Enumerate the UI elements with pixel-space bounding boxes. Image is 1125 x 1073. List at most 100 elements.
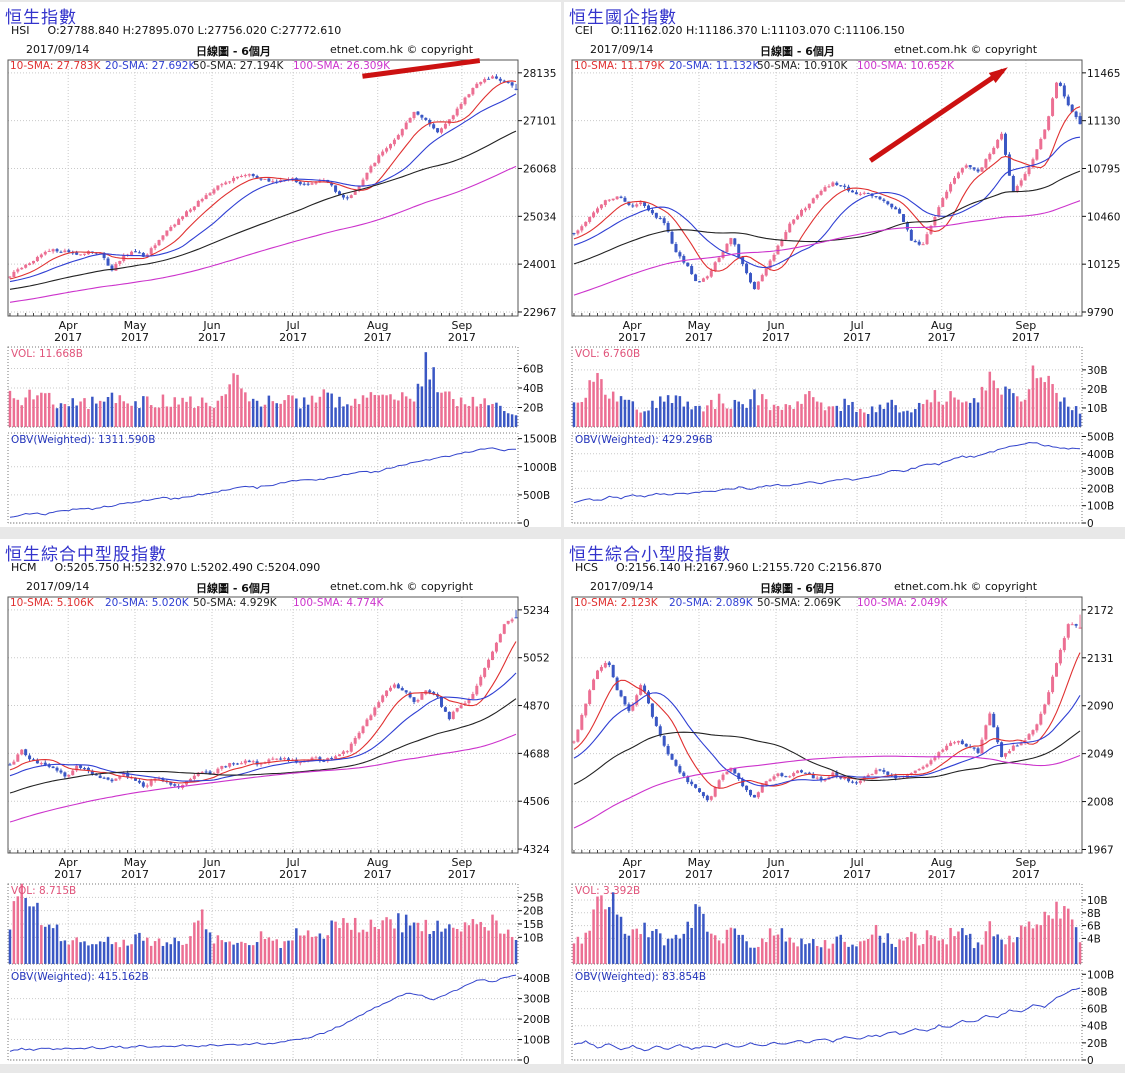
candle-body: [51, 249, 55, 252]
candle-body: [353, 737, 357, 744]
volume-bar: [784, 941, 788, 964]
volume-bar: [953, 936, 956, 964]
candle-body: [487, 659, 491, 668]
candle-body: [698, 281, 701, 283]
candle-body: [929, 760, 933, 765]
candle-body: [236, 176, 239, 179]
x-axis-month-labels: Apr2017May2017Jun2017Jul2017Aug2017Sep20…: [54, 319, 476, 344]
candle-body: [709, 270, 713, 277]
year-tick-label: 2017: [762, 868, 790, 881]
volume-bar: [839, 410, 842, 427]
candle-body: [55, 249, 59, 252]
volume-bar: [287, 395, 290, 427]
obv-label: OBV(Weighted): 415.162B: [11, 971, 149, 983]
volume-bar: [169, 944, 173, 964]
obv-axis-tick-label: 200B: [523, 1014, 550, 1026]
candle-body: [1027, 167, 1031, 175]
volume-bar: [729, 408, 733, 427]
volume-bar: [941, 939, 944, 964]
volume-bar: [596, 372, 599, 427]
candle-body: [192, 206, 196, 210]
candle-body: [330, 182, 334, 186]
chart-panel-hsi: 恒生指數 HSI O:27788.840 H:27895.070 L:27756.…: [0, 2, 561, 527]
candle-body: [224, 182, 228, 185]
candle-body: [255, 175, 259, 179]
candle-body: [506, 620, 510, 624]
volume-bar: [910, 931, 913, 964]
candle-body: [377, 702, 381, 708]
obv-axis-tick-label: 100B: [1087, 969, 1114, 981]
year-tick-label: 2017: [928, 868, 956, 881]
candle-body: [764, 781, 768, 785]
volume-bar: [831, 406, 835, 427]
candle-body: [47, 764, 51, 767]
candle-body: [494, 642, 498, 652]
sma100-line: [573, 754, 1081, 829]
volume-bar: [902, 411, 905, 427]
volume-bar: [957, 931, 960, 964]
volume-bar: [576, 936, 580, 964]
candle-body: [1066, 96, 1070, 106]
volume-bar: [32, 399, 35, 427]
volume-bar: [357, 932, 361, 964]
candle-body: [674, 244, 678, 253]
candle-body: [188, 209, 192, 212]
sma10-legend-label: 10-SMA: 11.179K: [574, 60, 665, 72]
volume-bar: [275, 403, 278, 427]
candle-body: [32, 759, 35, 761]
candle-body: [314, 757, 318, 759]
volume-bar: [401, 392, 404, 427]
volume-bar: [251, 398, 255, 427]
candle-body: [619, 690, 623, 697]
volume-bar: [397, 913, 400, 964]
volume-bar: [353, 917, 357, 964]
volume-bar: [776, 405, 780, 427]
volume-bar: [619, 396, 623, 427]
candle-body: [137, 252, 141, 254]
volume-axis-tick-label: 6B: [1087, 921, 1101, 933]
candle-body: [780, 773, 784, 777]
volume-label: VOL: 8.715B: [11, 885, 77, 897]
candle-body: [682, 255, 686, 263]
volume-bar: [36, 395, 39, 427]
volume-bar: [248, 401, 251, 427]
volume-bar: [1027, 389, 1031, 427]
volume-bar: [866, 939, 870, 964]
sma10-line: [9, 641, 517, 784]
candle-body: [232, 763, 236, 765]
volume-bar: [1004, 386, 1007, 427]
volume-bar: [611, 892, 615, 964]
candle-body: [459, 705, 463, 709]
candle-body: [196, 200, 200, 207]
volume-bar: [106, 936, 110, 964]
candle-body: [267, 759, 271, 763]
candle-body: [71, 770, 75, 776]
candle-body: [440, 128, 443, 133]
volume-bar: [240, 941, 243, 964]
candle-body: [491, 76, 494, 79]
candle-body: [502, 624, 506, 634]
volume-bar: [788, 937, 791, 964]
candle-body: [47, 250, 51, 252]
candle-body: [498, 78, 502, 81]
chart-period: 日線圖 - 6個月: [196, 582, 271, 595]
volume-bar: [428, 934, 431, 964]
volume-bar: [146, 396, 149, 427]
volume-bar: [890, 943, 893, 964]
candle-body: [459, 103, 463, 109]
candle-body: [639, 202, 643, 205]
month-tick-label: May: [124, 856, 147, 869]
volume-bar: [350, 405, 353, 427]
volume-bar: [283, 941, 286, 964]
candle-body: [925, 764, 929, 767]
volume-bar: [1078, 413, 1082, 427]
volume-bar: [169, 406, 173, 427]
chart-date: 2017/09/14: [590, 580, 654, 593]
price-axis-tick-label: 2172: [1087, 605, 1114, 617]
volume-bar: [71, 398, 74, 427]
sma10-legend-label: 10-SMA: 27.783K: [10, 60, 101, 72]
price-axis-tick-label: 22967: [523, 307, 556, 319]
year-tick-label: 2017: [121, 868, 149, 881]
volume-bar: [138, 932, 141, 964]
volume-bar: [686, 921, 689, 964]
